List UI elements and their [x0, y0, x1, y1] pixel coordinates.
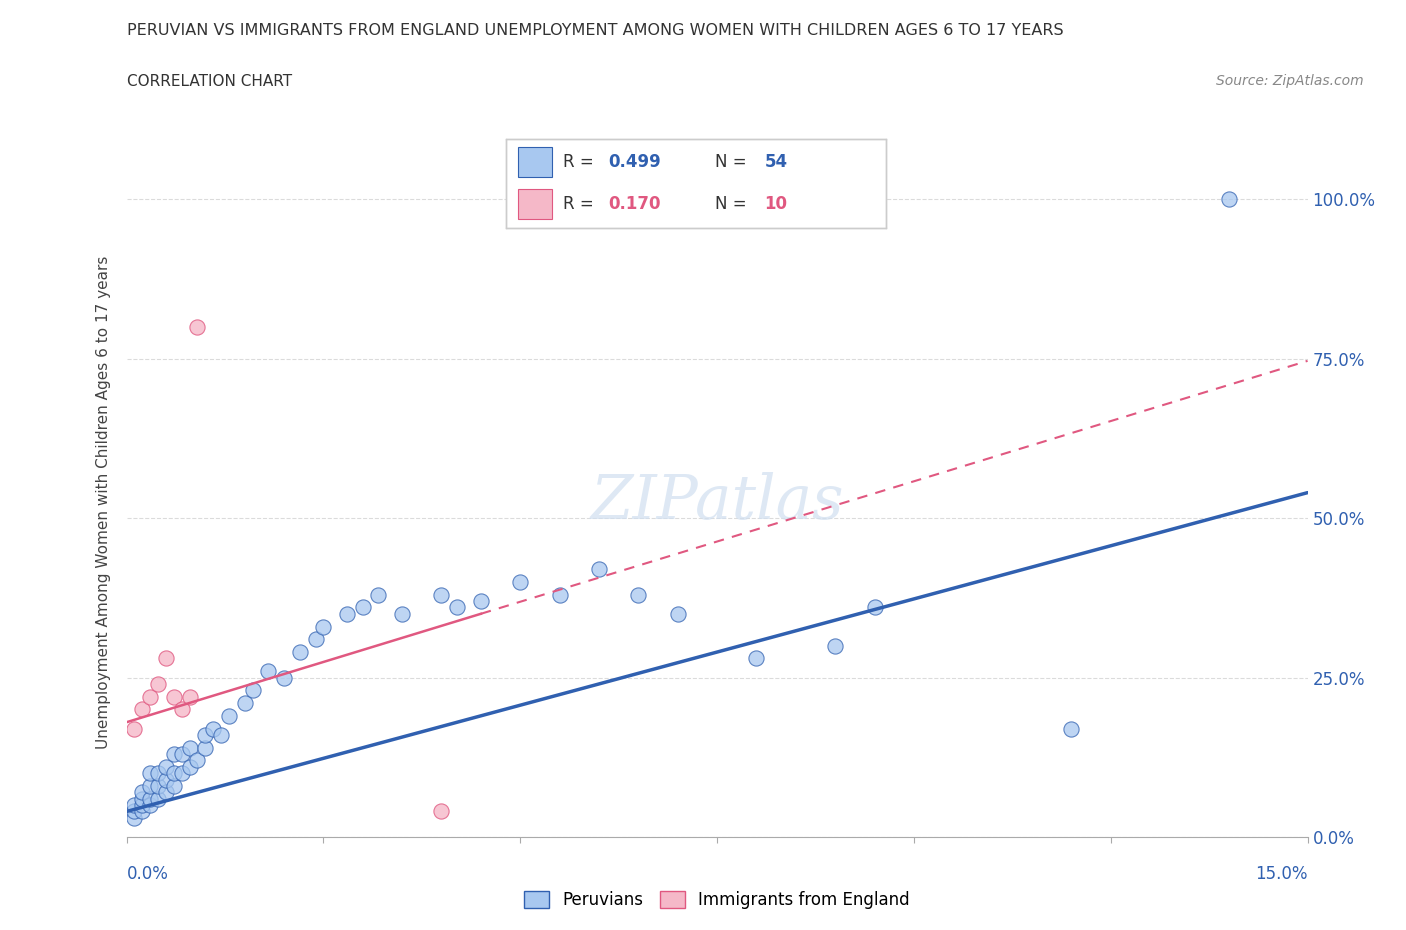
Bar — [517, 148, 551, 178]
Point — [336, 606, 359, 621]
Point — [312, 619, 335, 634]
Text: CORRELATION CHART: CORRELATION CHART — [127, 74, 291, 89]
Text: R =: R = — [562, 153, 599, 171]
Point — [146, 765, 169, 780]
Point — [352, 600, 374, 615]
Point — [470, 593, 492, 608]
Point — [1218, 192, 1240, 206]
Point — [146, 778, 169, 793]
Point — [124, 798, 146, 813]
Point — [170, 747, 193, 762]
Point — [304, 631, 326, 646]
Point — [288, 644, 311, 659]
Point — [194, 727, 217, 742]
Point — [131, 798, 153, 813]
Text: 15.0%: 15.0% — [1256, 865, 1308, 883]
Point — [242, 683, 264, 698]
Point — [124, 804, 146, 819]
Point — [194, 740, 217, 755]
Text: 10: 10 — [765, 195, 787, 213]
Point — [131, 804, 153, 819]
Point — [146, 676, 169, 691]
Text: 0.499: 0.499 — [609, 153, 661, 171]
Text: ZIPatlas: ZIPatlas — [591, 472, 844, 532]
Text: 54: 54 — [765, 153, 787, 171]
Point — [179, 740, 201, 755]
Point — [139, 765, 162, 780]
Point — [155, 760, 177, 775]
Point — [155, 772, 177, 787]
Point — [155, 785, 177, 800]
Point — [139, 798, 162, 813]
Text: 0.170: 0.170 — [609, 195, 661, 213]
Point — [391, 606, 413, 621]
Legend: Peruvians, Immigrants from England: Peruvians, Immigrants from England — [517, 884, 917, 916]
Point — [163, 765, 186, 780]
Point — [627, 587, 650, 602]
Text: PERUVIAN VS IMMIGRANTS FROM ENGLAND UNEMPLOYMENT AMONG WOMEN WITH CHILDREN AGES : PERUVIAN VS IMMIGRANTS FROM ENGLAND UNEM… — [127, 23, 1063, 38]
Text: N =: N = — [716, 195, 752, 213]
Text: N =: N = — [716, 153, 752, 171]
Point — [548, 587, 571, 602]
Point — [139, 791, 162, 806]
Point — [745, 651, 768, 666]
Point — [124, 810, 146, 825]
Point — [218, 709, 240, 724]
Point — [124, 721, 146, 736]
Point — [186, 753, 208, 768]
Bar — [517, 189, 551, 219]
Point — [824, 638, 846, 653]
Text: Source: ZipAtlas.com: Source: ZipAtlas.com — [1216, 74, 1364, 88]
Point — [257, 664, 280, 679]
Text: 0.0%: 0.0% — [127, 865, 169, 883]
Point — [430, 587, 453, 602]
Point — [179, 689, 201, 704]
Point — [202, 721, 225, 736]
Point — [509, 575, 531, 590]
Point — [139, 689, 162, 704]
Point — [170, 765, 193, 780]
Y-axis label: Unemployment Among Women with Children Ages 6 to 17 years: Unemployment Among Women with Children A… — [96, 256, 111, 749]
Point — [131, 702, 153, 717]
Point — [367, 587, 389, 602]
Point — [273, 671, 295, 685]
Point — [446, 600, 468, 615]
Point — [131, 791, 153, 806]
Point — [233, 696, 256, 711]
Point — [163, 747, 186, 762]
Point — [163, 778, 186, 793]
Point — [666, 606, 689, 621]
Point — [139, 778, 162, 793]
Point — [155, 651, 177, 666]
Point — [209, 727, 232, 742]
Point — [1060, 721, 1083, 736]
Text: R =: R = — [562, 195, 599, 213]
Point — [179, 760, 201, 775]
Point — [863, 600, 886, 615]
Point — [163, 689, 186, 704]
Point — [430, 804, 453, 819]
Point — [146, 791, 169, 806]
Point — [170, 702, 193, 717]
Point — [588, 562, 610, 577]
Point — [186, 319, 208, 334]
Point — [131, 785, 153, 800]
